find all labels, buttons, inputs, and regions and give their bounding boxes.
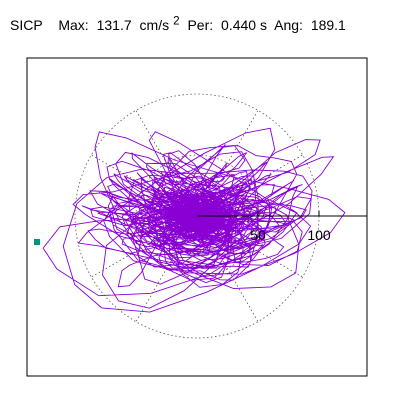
radial-tick-label-50: 50 bbox=[250, 227, 266, 243]
max-value: 131.7 bbox=[96, 16, 132, 33]
radial-tick-label-100: 100 bbox=[307, 227, 331, 243]
plot-frame bbox=[26, 57, 368, 377]
max-label: Max: bbox=[58, 16, 89, 33]
max-unit-exponent: 2 bbox=[173, 14, 180, 27]
chart-header: SICP Max: 131.7 cm/s 2 Per: 0.440 s Ang: … bbox=[10, 14, 350, 33]
angle-value: 189.1 bbox=[310, 16, 346, 33]
max-direction-marker bbox=[34, 239, 40, 245]
acceleration-trace bbox=[42, 127, 346, 313]
max-unit: cm/s 2 bbox=[139, 14, 180, 33]
period-label: Per: bbox=[187, 16, 214, 33]
max-unit-base: cm/s bbox=[139, 16, 170, 33]
angle-label: Ang: bbox=[274, 16, 303, 33]
trace-path bbox=[42, 127, 346, 313]
period-value: 0.440 s bbox=[221, 16, 267, 33]
station-name: SICP bbox=[10, 16, 43, 33]
radial-axis: 50 100 bbox=[197, 211, 367, 243]
